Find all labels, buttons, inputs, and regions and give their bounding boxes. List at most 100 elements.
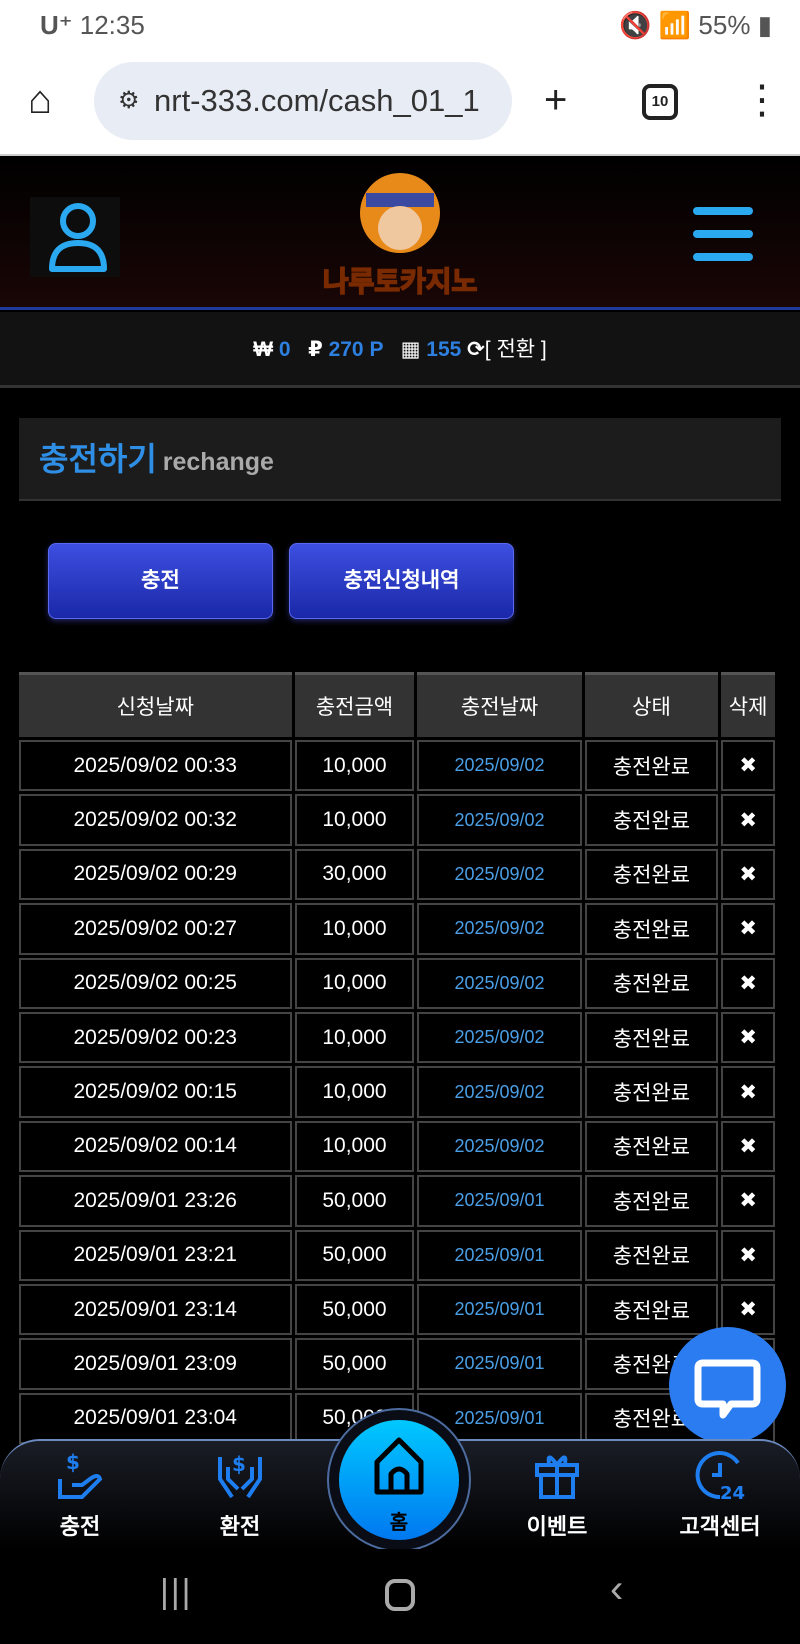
nav-home-label: 홈 bbox=[389, 1512, 409, 1534]
delete-icon[interactable]: ✖ bbox=[721, 903, 775, 955]
delete-icon[interactable]: ✖ bbox=[721, 1283, 775, 1336]
user-icon[interactable] bbox=[30, 197, 120, 277]
cell-request-date: 2025/09/01 23:04 bbox=[19, 1392, 292, 1445]
cell-request-date: 2025/09/01 23:21 bbox=[19, 1229, 292, 1281]
delete-icon[interactable]: ✖ bbox=[721, 1229, 775, 1281]
row-spacer bbox=[19, 1117, 775, 1121]
gift-icon bbox=[535, 1455, 579, 1499]
site-settings-icon[interactable]: ⚙ bbox=[118, 87, 140, 114]
table-row: 2025/09/01 23:21 50,000 2025/09/01 충전완료 ✖ bbox=[19, 1229, 775, 1281]
table-row: 2025/09/02 00:25 10,000 2025/09/02 충전완료 ✖ bbox=[19, 957, 775, 1009]
hamburger-menu-icon[interactable] bbox=[693, 207, 753, 276]
delete-icon[interactable]: ✖ bbox=[721, 1011, 775, 1064]
chip-icon: ▦ bbox=[400, 338, 421, 361]
row-spacer bbox=[19, 1280, 775, 1284]
nav-exchange[interactable]: $ 환전 bbox=[180, 1449, 300, 1541]
charge-button[interactable]: 충전 bbox=[48, 543, 273, 619]
nav-event[interactable]: 이벤트 bbox=[497, 1449, 617, 1541]
cell-status: 충전완료 bbox=[584, 1120, 719, 1173]
hands-dollar-icon: $ bbox=[218, 1452, 262, 1499]
nav-home[interactable]: 홈 bbox=[339, 1420, 459, 1540]
nav-support-label: 고객센터 bbox=[679, 1514, 761, 1539]
page-title: 충전하기 rechange bbox=[19, 418, 781, 501]
cell-charge-date: 2025/09/01 bbox=[417, 1229, 582, 1281]
browser-toolbar: ⌂ ⚙ nrt-333.com/cash_01_1 + 10 ⋮ bbox=[0, 50, 800, 156]
delete-icon[interactable]: ✖ bbox=[721, 1175, 775, 1227]
svg-text:24: 24 bbox=[720, 1483, 745, 1501]
delete-icon[interactable]: ✖ bbox=[721, 1120, 775, 1173]
table-row: 2025/09/02 00:27 10,000 2025/09/02 충전완료 ✖ bbox=[19, 903, 775, 955]
clock-24-icon: 24 bbox=[695, 1451, 745, 1501]
charge-history-button[interactable]: 충전신청내역 bbox=[289, 543, 514, 619]
table-row: 2025/09/02 00:14 10,000 2025/09/02 충전완료 ✖ bbox=[19, 1120, 775, 1173]
delete-icon[interactable]: ✖ bbox=[721, 957, 775, 1009]
cell-amount: 50,000 bbox=[294, 1338, 415, 1390]
refresh-icon[interactable]: ⟳ bbox=[467, 338, 485, 361]
row-spacer bbox=[19, 1226, 775, 1230]
home-icon bbox=[374, 1437, 424, 1495]
cell-charge-date: 2025/09/02 bbox=[417, 794, 582, 846]
header-amount: 충전금액 bbox=[294, 672, 415, 737]
cell-amount: 10,000 bbox=[294, 794, 415, 846]
cell-amount: 10,000 bbox=[294, 903, 415, 955]
site-logo[interactable]: 나루토카지노 bbox=[300, 163, 500, 303]
delete-icon[interactable]: ✖ bbox=[721, 1066, 775, 1118]
cell-status: 충전완료 bbox=[584, 1011, 719, 1064]
cell-status: 충전완료 bbox=[584, 1283, 719, 1336]
charge-history-table: 신청날짜 충전금액 충전날짜 상태 삭제 2025/09/02 00:33 10,… bbox=[16, 672, 778, 1499]
header-delete: 삭제 bbox=[721, 672, 775, 737]
nav-charge-label: 충전 bbox=[59, 1514, 101, 1539]
row-spacer bbox=[19, 737, 775, 740]
nav-exchange-label: 환전 bbox=[219, 1514, 261, 1539]
mute-icon: 🔇 bbox=[619, 10, 652, 40]
row-spacer bbox=[19, 791, 775, 795]
url-bar[interactable]: ⚙ nrt-333.com/cash_01_1 bbox=[94, 62, 512, 140]
header-charge-date: 충전날짜 bbox=[417, 672, 582, 737]
row-spacer bbox=[19, 1389, 775, 1393]
table-header: 신청날짜 충전금액 충전날짜 상태 삭제 bbox=[19, 672, 775, 737]
svg-text:$: $ bbox=[232, 1452, 246, 1476]
header-status: 상태 bbox=[584, 672, 719, 737]
back-icon[interactable]: ‹ bbox=[610, 1567, 624, 1611]
home-icon[interactable]: ⌂ bbox=[28, 78, 53, 122]
delete-icon[interactable]: ✖ bbox=[721, 848, 775, 901]
new-tab-icon[interactable]: + bbox=[544, 78, 568, 122]
switch-button[interactable]: [ 전환 ] bbox=[484, 338, 547, 361]
row-spacer bbox=[19, 845, 775, 849]
cell-charge-date: 2025/09/01 bbox=[417, 1283, 582, 1336]
tab-count-button[interactable]: 10 bbox=[642, 84, 678, 120]
cell-charge-date: 2025/09/02 bbox=[417, 1066, 582, 1118]
cell-charge-date: 2025/09/02 bbox=[417, 903, 582, 955]
cell-request-date: 2025/09/02 00:23 bbox=[19, 1011, 292, 1064]
nav-support[interactable]: 24 고객센터 bbox=[660, 1449, 780, 1541]
cell-request-date: 2025/09/02 00:32 bbox=[19, 794, 292, 846]
chat-button[interactable] bbox=[669, 1327, 786, 1444]
table-row: 2025/09/02 00:33 10,000 2025/09/02 충전완료 ✖ bbox=[19, 740, 775, 792]
cell-amount: 50,000 bbox=[294, 1283, 415, 1336]
cell-amount: 10,000 bbox=[294, 1011, 415, 1064]
battery-level: 55% bbox=[698, 10, 751, 40]
row-spacer bbox=[19, 1063, 775, 1067]
header-request-date: 신청날짜 bbox=[19, 672, 292, 737]
cell-status: 충전완료 bbox=[584, 1229, 719, 1281]
home-nav-icon[interactable] bbox=[385, 1579, 415, 1611]
cell-charge-date: 2025/09/01 bbox=[417, 1338, 582, 1390]
cell-request-date: 2025/09/02 00:33 bbox=[19, 740, 292, 792]
cell-request-date: 2025/09/02 00:25 bbox=[19, 957, 292, 1009]
nav-charge[interactable]: $ 충전 bbox=[20, 1449, 140, 1541]
cell-status: 충전완료 bbox=[584, 848, 719, 901]
recent-apps-icon[interactable]: ||| bbox=[160, 1573, 193, 1611]
cell-charge-date: 2025/09/02 bbox=[417, 1011, 582, 1064]
row-spacer bbox=[19, 954, 775, 958]
won-icon: ₩ bbox=[253, 338, 274, 361]
cell-charge-date: 2025/09/02 bbox=[417, 1120, 582, 1173]
cell-charge-date: 2025/09/02 bbox=[417, 848, 582, 901]
delete-icon[interactable]: ✖ bbox=[721, 740, 775, 792]
row-spacer bbox=[19, 1172, 775, 1176]
table-row: 2025/09/02 00:15 10,000 2025/09/02 충전완료 ✖ bbox=[19, 1066, 775, 1118]
delete-icon[interactable]: ✖ bbox=[721, 794, 775, 846]
hand-dollar-icon: $ bbox=[58, 1450, 103, 1499]
cell-request-date: 2025/09/02 00:14 bbox=[19, 1120, 292, 1173]
cell-request-date: 2025/09/02 00:15 bbox=[19, 1066, 292, 1118]
more-menu-icon[interactable]: ⋮ bbox=[742, 78, 782, 122]
